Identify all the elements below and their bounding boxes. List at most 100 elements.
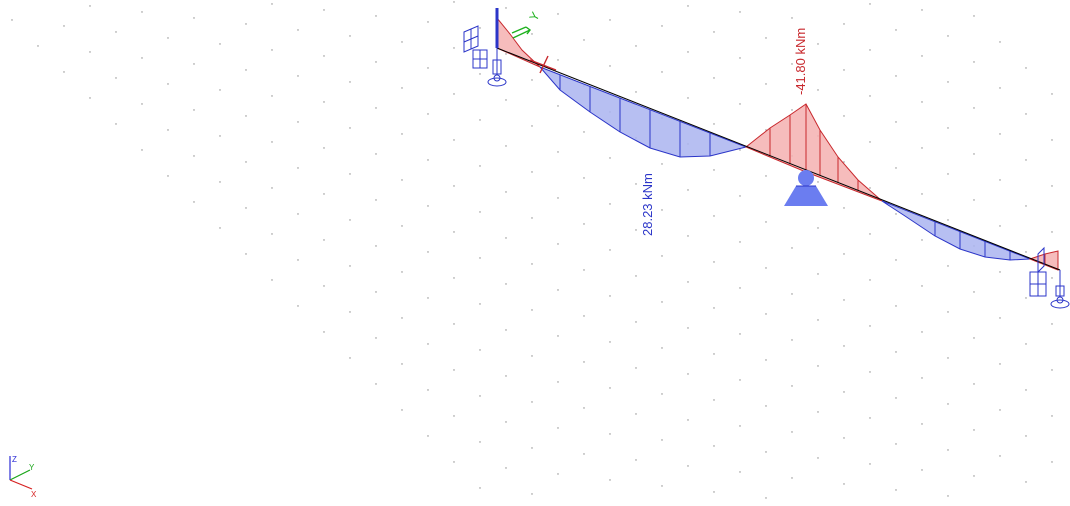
grid-dot [791,63,793,65]
grid-dot [427,113,429,115]
grid-dot [11,19,13,21]
grid-dot [1051,231,1053,233]
grid-dot [973,61,975,63]
grid-dot [375,337,377,339]
grid-dot [37,45,39,47]
grid-dot [843,391,845,393]
grid-dot [895,305,897,307]
right-support-icon[interactable] [1029,246,1070,309]
grid-dot [661,393,663,395]
grid-dot [583,269,585,271]
grid-dot [973,337,975,339]
grid-dot [661,209,663,211]
left-support-icon[interactable] [463,25,507,87]
grid-dot [791,247,793,249]
grid-dot [583,177,585,179]
grid-dot [557,381,559,383]
axis-triad: Z Y X [9,455,37,499]
grid-dot [1025,159,1027,161]
grid-dot [765,267,767,269]
grid-dot [427,251,429,253]
grid-dot [635,91,637,93]
grid-dot [141,103,143,105]
middle-support-icon[interactable] [784,170,828,206]
grid-dot [531,401,533,403]
grid-dot [843,161,845,163]
grid-dot [115,123,117,125]
grid-dot [713,123,715,125]
grid-dot [479,257,481,259]
grid-dot [869,463,871,465]
grid-dot [323,101,325,103]
grid-dot [323,147,325,149]
grid-dot [557,59,559,61]
local-axis-y-label: Y [526,10,542,24]
grid-dot [531,125,533,127]
grid-dot [245,253,247,255]
grid-dot [661,163,663,165]
grid-dot [453,185,455,187]
grid-dot [323,285,325,287]
grid-dot [401,225,403,227]
grid-dot [453,47,455,49]
grid-dot [895,397,897,399]
grid-dot [479,395,481,397]
grid-dot [375,107,377,109]
grid-dot [869,49,871,51]
grid-dot [661,25,663,27]
grid-dot [739,471,741,473]
grid-dot [843,437,845,439]
grid-dot [349,81,351,83]
grid-dot [401,41,403,43]
grid-dot [505,329,507,331]
grid-dot [63,71,65,73]
grid-dot [999,87,1001,89]
grid-dot [973,429,975,431]
grid-dot [401,179,403,181]
grid-dot [505,7,507,9]
grid-dot [401,271,403,273]
grid-dot [765,497,767,499]
grid-dot [687,189,689,191]
grid-dot [921,147,923,149]
grid-dot [947,265,949,267]
grid-dot [89,51,91,53]
grid-dot [531,493,533,495]
grid-dot [453,231,455,233]
grid-dot [765,451,767,453]
grid-dot [999,271,1001,273]
grid-dot [349,173,351,175]
grid-dot [401,317,403,319]
grid-dot [843,23,845,25]
grid-dot [947,495,949,497]
grid-dot [791,339,793,341]
grid-dot [843,115,845,117]
grid-dot [817,43,819,45]
grid-dot [999,409,1001,411]
grid-dot [453,1,455,3]
node-marker-icon[interactable] [529,55,557,74]
grid-dot [999,133,1001,135]
grid-dot [427,389,429,391]
grid-dot [635,275,637,277]
grid-dot [713,77,715,79]
grid-dot [635,45,637,47]
grid-dot [635,321,637,323]
grid-dot [765,359,767,361]
grid-dot [609,249,611,251]
grid-dot [583,453,585,455]
grid-dot [895,29,897,31]
max-moment-label: 28.23 kNm [640,173,655,236]
grid-dot [999,317,1001,319]
grid-dot [817,319,819,321]
grid-dot [817,457,819,459]
grid-dot [895,443,897,445]
grid-dot [635,367,637,369]
grid-dot [297,259,299,261]
grid-dot [1025,481,1027,483]
beam-axis[interactable] [496,47,1061,271]
grid-dot [531,309,533,311]
grid-dot [687,373,689,375]
